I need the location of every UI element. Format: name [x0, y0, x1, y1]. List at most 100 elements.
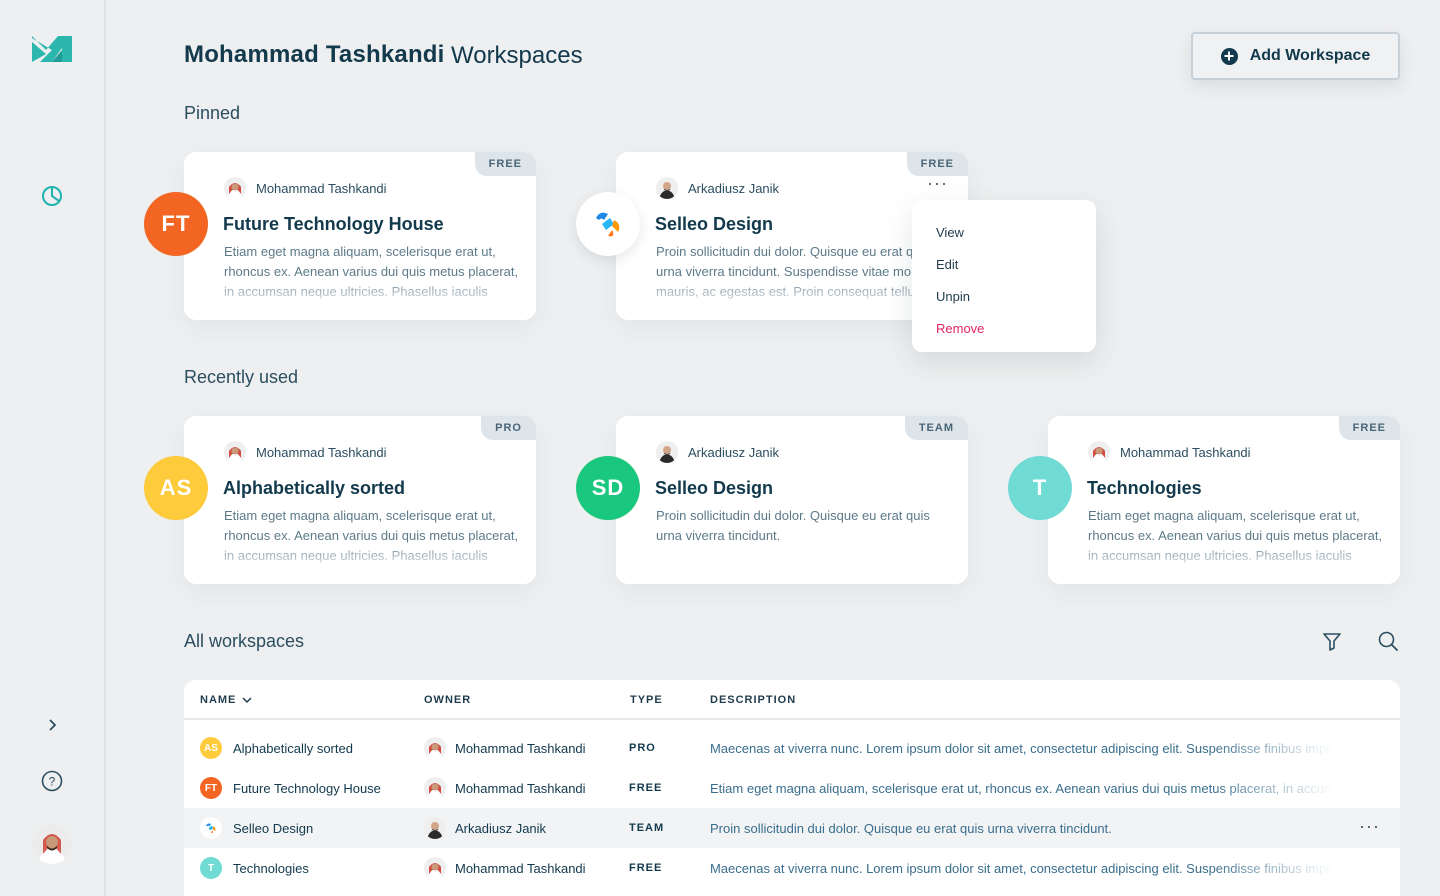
column-header-description[interactable]: DESCRIPTION	[710, 694, 797, 706]
table-row[interactable]: T Technologies Mohammad Tashkandi FREE M…	[184, 848, 1400, 888]
add-workspace-label: Add Workspace	[1249, 47, 1371, 64]
plan-badge: PRO	[481, 416, 536, 440]
card-owner: Arkadiusz Janik	[656, 441, 779, 463]
table-header: NAME OWNER TYPE DESCRIPTION	[184, 680, 1400, 720]
column-header-owner[interactable]: OWNER	[424, 694, 472, 706]
card-owner: Mohammad Tashkandi	[224, 441, 387, 463]
owner-cell: Arkadiusz Janik	[424, 808, 546, 848]
name-cell: FT Future Technology House	[200, 768, 381, 808]
card-owner: Mohammad Tashkandi	[224, 177, 387, 199]
type-cell: FREE	[629, 862, 663, 874]
more-options-icon[interactable]: ···	[1359, 816, 1380, 836]
owner-name: Mohammad Tashkandi	[455, 780, 586, 796]
workspace-name: Selleo Design	[233, 820, 314, 836]
name-cell: T Technologies	[200, 848, 309, 888]
owner-avatar	[656, 177, 678, 199]
filter-icon[interactable]	[1321, 630, 1343, 657]
workspace-initials-icon: SD	[576, 456, 640, 520]
description-cell: Etiam eget magna aliquam, scelerisque er…	[710, 780, 1334, 796]
workspace-name: Alphabetically sorted	[233, 740, 353, 756]
column-header-label: NAME	[200, 694, 237, 706]
workspace-description: Proin sollicitudin dui dolor. Quisque eu…	[656, 244, 930, 299]
workspace-initials-icon: FT	[200, 777, 222, 799]
workspace-description: Proin sollicitudin dui dolor. Quisque eu…	[656, 508, 930, 543]
name-cell: AS Alphabetically sorted	[200, 728, 353, 768]
workspace-name: Future Technology House	[223, 214, 444, 234]
type-cell: FREE	[629, 782, 663, 794]
workspace-name: Technologies	[233, 860, 309, 876]
workspace-card[interactable]: FREE Mohammad Tashkandi Technologies Eti…	[1048, 416, 1400, 584]
workspace-card[interactable]: TEAM Arkadiusz Janik Selleo Design Proin…	[616, 416, 968, 584]
workspace-initials-icon: AS	[144, 456, 208, 520]
owner-avatar	[424, 857, 446, 879]
workspace-name: Selleo Design	[655, 478, 774, 498]
workspace-initials-icon: T	[1008, 456, 1072, 520]
owner-avatar	[1088, 441, 1110, 463]
section-recent-label: Recently used	[184, 367, 299, 387]
section-all-label: All workspaces	[184, 631, 305, 651]
selleo-logo-icon	[576, 192, 640, 256]
workspace-description: Etiam eget magna aliquam, scelerisque er…	[224, 244, 519, 299]
owner-avatar	[224, 177, 246, 199]
owner-name: Mohammad Tashkandi	[1120, 444, 1251, 460]
table-row[interactable]: Selleo Design Arkadiusz Janik TEAM Proin…	[184, 808, 1400, 848]
owner-name: Arkadiusz Janik	[455, 820, 547, 836]
type-cell: PRO	[629, 742, 656, 754]
workspace-description: Etiam eget magna aliquam, scelerisque er…	[1088, 508, 1383, 563]
sidebar: ?	[0, 0, 106, 896]
plan-badge: FREE	[906, 152, 968, 176]
page-title-owner: Mohammad Tashkandi	[184, 41, 445, 68]
menu-item-unpin[interactable]: Unpin	[936, 288, 970, 304]
chart-pie-icon[interactable]	[41, 185, 63, 207]
owner-name: Arkadiusz Janik	[688, 180, 780, 196]
workspace-name: Future Technology House	[233, 780, 381, 796]
page-title-section: Workspaces	[451, 42, 583, 69]
workspace-initials-icon: T	[200, 857, 222, 879]
owner-avatar	[424, 737, 446, 759]
brand-logo[interactable]	[32, 32, 72, 64]
plan-badge: FREE	[1338, 416, 1400, 440]
table-row[interactable]: AS Alphabetically sorted Mohammad Tashka…	[184, 728, 1400, 768]
workspace-card[interactable]: FREE Arkadiusz Janik ··· Selleo Design P…	[616, 152, 968, 320]
column-header-name[interactable]: NAME	[200, 694, 252, 706]
owner-name: Mohammad Tashkandi	[256, 444, 387, 460]
chevron-right-icon[interactable]	[45, 717, 59, 733]
more-options-icon[interactable]: ···	[927, 173, 948, 193]
workspace-description: Etiam eget magna aliquam, scelerisque er…	[224, 508, 519, 563]
owner-name: Mohammad Tashkandi	[455, 740, 586, 756]
menu-item-view[interactable]: View	[936, 224, 964, 240]
owner-name: Arkadiusz Janik	[688, 444, 780, 460]
description-cell: Proin sollicitudin dui dolor. Quisque eu…	[710, 820, 1112, 836]
column-header-type[interactable]: TYPE	[630, 694, 663, 706]
plan-badge: TEAM	[904, 416, 968, 440]
workspace-card[interactable]: FREE Mohammad Tashkandi Future Technolog…	[184, 152, 536, 320]
menu-item-edit[interactable]: Edit	[936, 256, 959, 272]
search-icon[interactable]	[1377, 630, 1399, 657]
name-cell: Selleo Design	[200, 808, 313, 848]
svg-text:?: ?	[49, 775, 56, 789]
section-pinned-label: Pinned	[184, 103, 241, 123]
owner-avatar	[424, 777, 446, 799]
user-avatar[interactable]	[32, 824, 72, 864]
chevron-down-icon	[242, 697, 252, 704]
owner-avatar	[656, 441, 678, 463]
table-row[interactable]: FT Future Technology House Mohammad Tash…	[184, 768, 1400, 808]
add-workspace-button[interactable]: Add Workspace	[1191, 32, 1400, 80]
plan-badge: FREE	[474, 152, 536, 176]
workspace-card[interactable]: PRO Mohammad Tashkandi Alphabetically so…	[184, 416, 536, 584]
owner-avatar	[424, 817, 446, 839]
description-cell: Maecenas at viverra nunc. Lorem ipsum do…	[710, 740, 1334, 756]
workspace-initials-icon: AS	[200, 737, 222, 759]
card-owner: Arkadiusz Janik	[656, 177, 779, 199]
plus-circle-icon	[1220, 47, 1238, 65]
workspace-initials-icon: FT	[144, 192, 208, 256]
owner-name: Mohammad Tashkandi	[256, 180, 387, 196]
workspace-name: Technologies	[1087, 478, 1202, 498]
workspace-name: Selleo Design	[655, 214, 774, 234]
help-icon[interactable]: ?	[41, 770, 63, 792]
description-cell: Maecenas at viverra nunc. Lorem ipsum do…	[710, 860, 1334, 876]
menu-item-remove[interactable]: Remove	[936, 320, 985, 336]
type-cell: TEAM	[629, 822, 665, 834]
owner-cell: Mohammad Tashkandi	[424, 768, 586, 808]
card-owner: Mohammad Tashkandi	[1088, 441, 1251, 463]
